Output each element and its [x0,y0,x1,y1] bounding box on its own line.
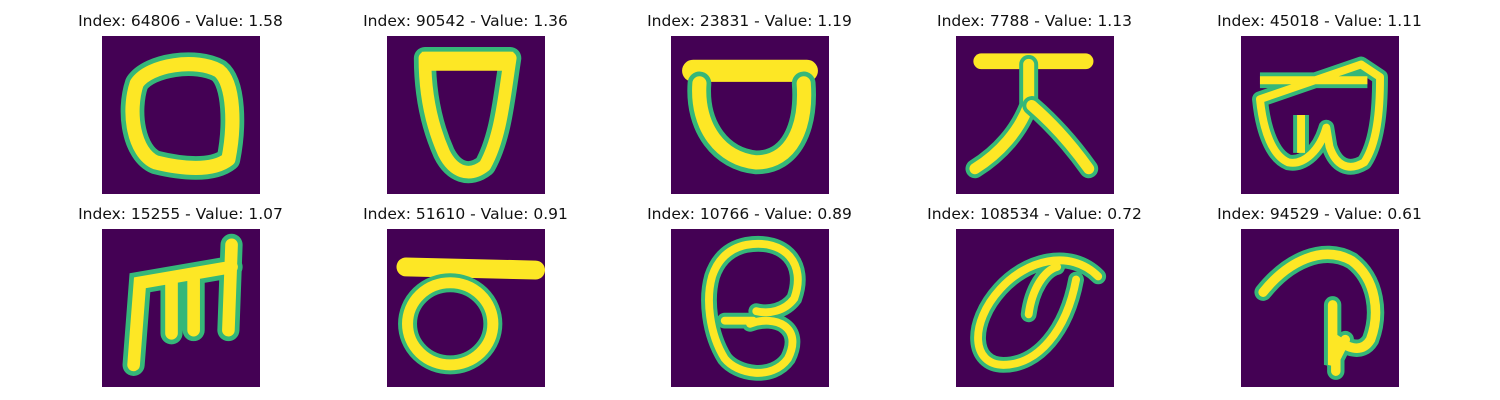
glyph-image [956,36,1114,194]
glyph-image [387,229,545,387]
panel-title: Index: 10766 - Value: 0.89 [647,205,852,223]
panel-title: Index: 15255 - Value: 1.07 [78,205,283,223]
panel-4: Index: 7788 - Value: 1.13 [892,12,1177,202]
panel-title: Index: 64806 - Value: 1.58 [78,12,283,30]
panel-title: Index: 7788 - Value: 1.13 [937,12,1132,30]
panel-title: Index: 45018 - Value: 1.11 [1217,12,1422,30]
panel-9: Index: 108534 - Value: 0.72 [892,205,1177,395]
panel-2: Index: 90542 - Value: 1.36 [323,12,608,202]
glyph-image [671,36,829,194]
panel-title: Index: 23831 - Value: 1.19 [647,12,852,30]
panel-1: Index: 64806 - Value: 1.58 [38,12,323,202]
panel-title: Index: 90542 - Value: 1.36 [363,12,568,30]
glyph-image [671,229,829,387]
panel-3: Index: 23831 - Value: 1.19 [607,12,892,202]
panel-5: Index: 45018 - Value: 1.11 [1177,12,1462,202]
panel-6: Index: 15255 - Value: 1.07 [38,205,323,395]
glyph-image [387,36,545,194]
glyph-image [1241,36,1399,194]
glyph-image [1241,229,1399,387]
glyph-image [956,229,1114,387]
panel-7: Index: 51610 - Value: 0.91 [323,205,608,395]
panel-title: Index: 51610 - Value: 0.91 [363,205,568,223]
panel-title: Index: 94529 - Value: 0.61 [1217,205,1422,223]
glyph-image [102,229,260,387]
glyph-image [102,36,260,194]
panel-8: Index: 10766 - Value: 0.89 [607,205,892,395]
panel-title: Index: 108534 - Value: 0.72 [927,205,1142,223]
panel-10: Index: 94529 - Value: 0.61 [1177,205,1462,395]
